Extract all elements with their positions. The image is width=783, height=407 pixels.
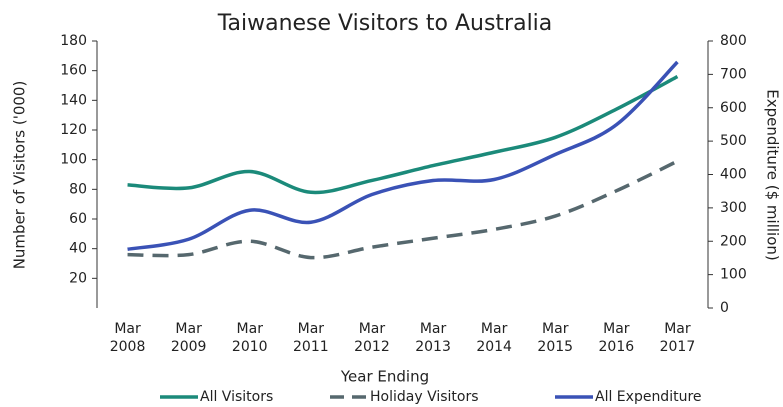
x-tick-label: Mar 2011 (293, 321, 329, 355)
x-tick-label: Mar 2015 (537, 321, 574, 355)
x-tick-label: Mar 2016 (598, 321, 635, 355)
x-tick-label: Mar 2012 (354, 321, 390, 355)
x-tick-label: Mar 2010 (231, 321, 268, 355)
legend-label: Holiday Visitors (370, 389, 479, 405)
x-tick-label: Mar 2017 (659, 321, 696, 355)
y-tick-label: 100 (60, 152, 87, 168)
y-axis-title: Number of Visitors ('000) (11, 81, 29, 270)
legend-label: All Expenditure (595, 389, 702, 405)
y-tick-label: 160 (60, 63, 87, 79)
y2-tick-label: 200 (720, 233, 747, 249)
y2-tick-label: 100 (720, 267, 747, 283)
y2-tick-label: 700 (720, 66, 747, 82)
y-tick-label: 20 (69, 270, 87, 286)
y2-tick-label: 0 (720, 300, 729, 316)
series-line (127, 60, 679, 251)
series-line (127, 75, 679, 195)
y2-tick-label: 800 (720, 33, 747, 49)
y-tick-label: 140 (60, 92, 87, 108)
chart-title: Taiwanese Visitors to Australia (217, 11, 553, 36)
x-tick-label: Mar 2008 (109, 321, 146, 355)
y2-tick-label: 600 (720, 100, 747, 116)
y2-tick-label: 300 (720, 200, 747, 216)
y2-axis-title: Expenditure ($ million) (764, 89, 782, 261)
x-tick-label: Mar 2014 (476, 321, 512, 355)
x-tick-label: Mar 2009 (170, 321, 207, 355)
y-tick-label: 40 (69, 241, 87, 257)
series-line (127, 159, 679, 260)
y2-tick-label: 400 (720, 167, 747, 183)
y-tick-label: 80 (69, 181, 87, 197)
y-tick-label: 60 (69, 211, 87, 227)
y2-tick-label: 500 (720, 133, 747, 149)
y-tick-label: 180 (60, 33, 87, 49)
x-axis-title: Year Ending (340, 368, 429, 386)
legend-label: All Visitors (200, 389, 273, 405)
x-tick-label: Mar 2013 (415, 321, 451, 355)
y-tick-label: 120 (60, 122, 87, 138)
